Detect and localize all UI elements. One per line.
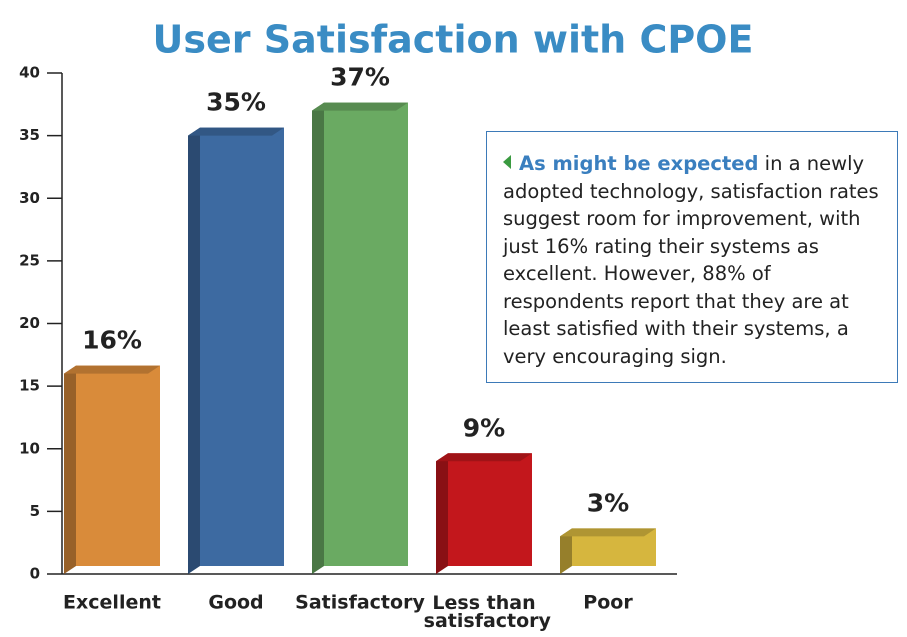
value-label: 9% <box>463 413 505 442</box>
x-tick-label: Poor <box>583 592 633 614</box>
y-tick-label: 15 <box>19 377 40 395</box>
value-label: 35% <box>206 88 266 117</box>
bar-side <box>312 102 324 574</box>
annotation-box: As might be expected in a newly adopted … <box>486 131 898 383</box>
bar <box>324 102 408 566</box>
x-tick-label: Satisfactory <box>295 592 425 614</box>
value-label: 16% <box>82 326 142 355</box>
x-tick-label: Excellent <box>63 592 161 614</box>
bar-top <box>436 453 532 462</box>
y-tick-label: 35 <box>19 126 40 144</box>
bar-side <box>436 453 448 574</box>
y-tick-label: 0 <box>30 565 40 583</box>
chart-title: User Satisfaction with CPOE <box>153 18 754 62</box>
x-tick-label: Good <box>208 592 263 614</box>
y-tick-label: 40 <box>19 64 40 82</box>
bar-top <box>560 528 656 537</box>
value-label: 3% <box>587 488 629 517</box>
bar-top <box>312 102 408 111</box>
annotation-text: in a newly adopted technology, satisfact… <box>503 152 879 368</box>
value-label: 37% <box>330 63 390 92</box>
bar-top <box>64 365 160 374</box>
y-tick-label: 30 <box>19 189 40 207</box>
y-tick-label: 5 <box>30 502 40 520</box>
x-tick-label: Less than satisfactory <box>417 592 552 632</box>
bar-side <box>64 365 76 574</box>
bar-top <box>188 127 284 136</box>
y-tick-label: 20 <box>19 314 40 332</box>
marker <box>503 155 511 169</box>
bar-side <box>188 127 200 574</box>
bar-side <box>560 528 572 574</box>
bar <box>448 453 532 566</box>
bar <box>76 365 160 566</box>
annotation-lead: As might be expected <box>519 152 759 175</box>
y-tick-label: 25 <box>19 251 40 269</box>
y-tick-label: 10 <box>19 439 40 457</box>
bar <box>200 127 284 566</box>
